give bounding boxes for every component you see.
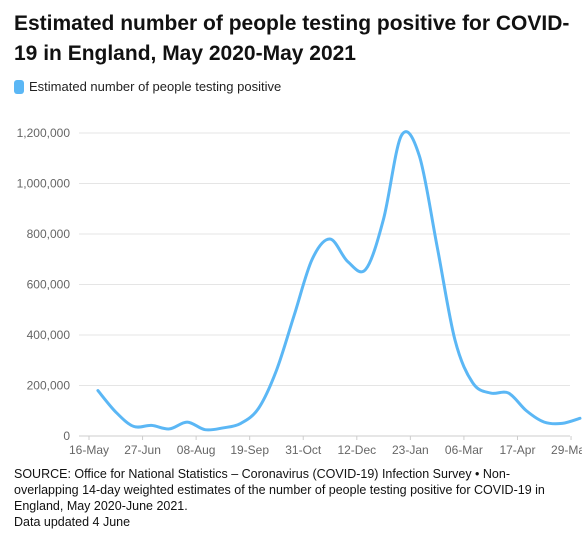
x-tick-label: 17-Apr	[499, 443, 535, 457]
legend-swatch	[14, 79, 24, 94]
source-text: SOURCE: Office for National Statistics –…	[14, 467, 545, 513]
x-tick-label: 29-May	[551, 443, 582, 457]
y-tick-label: 200,000	[27, 379, 71, 393]
y-tick-label: 800,000	[27, 227, 71, 241]
y-tick-label: 1,200,000	[17, 126, 71, 140]
data-updated: Data updated 4 June	[14, 515, 131, 529]
line-chart: 0 200,000 400,000 600,000 800,000 1,000,000 1,…	[17, 126, 582, 457]
series-line	[96, 130, 582, 432]
legend: Estimated number of people testing posit…	[14, 79, 281, 94]
y-tick-label: 1,000,000	[17, 177, 71, 191]
x-tick-label: 16-May	[69, 443, 109, 457]
x-tick-label: 23-Jan	[392, 443, 429, 457]
legend-label: Estimated number of people testing posit…	[29, 79, 282, 94]
x-tick-label: 12-Dec	[337, 443, 376, 457]
x-tick-label: 08-Aug	[177, 443, 216, 457]
source-note: SOURCE: Office for National Statistics –…	[14, 466, 574, 530]
x-tick-label: 19-Sep	[230, 443, 269, 457]
x-tick-label: 31-Oct	[285, 443, 322, 457]
x-tick-label: 06-Mar	[445, 443, 483, 457]
x-tick-label: 27-Jun	[124, 443, 161, 457]
y-tick-label: 0	[63, 429, 70, 443]
y-tick-label: 600,000	[27, 278, 71, 292]
y-tick-label: 400,000	[27, 328, 71, 342]
chart-title: Estimated number of people testing posit…	[14, 12, 570, 65]
